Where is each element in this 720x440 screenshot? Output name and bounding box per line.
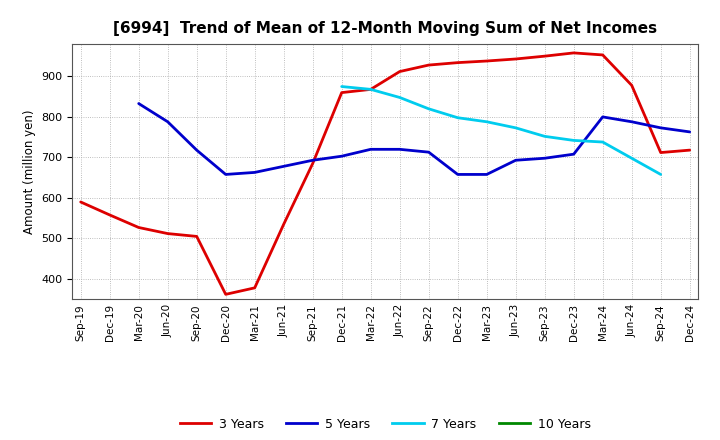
- 5 Years: [338, 154, 346, 159]
- 5 Years: [251, 170, 259, 175]
- 5 Years: [627, 119, 636, 125]
- 3 Years: [221, 292, 230, 297]
- 3 Years: [279, 222, 288, 227]
- 3 Years: [685, 147, 694, 153]
- 3 Years: [454, 60, 462, 65]
- 5 Years: [482, 172, 491, 177]
- 7 Years: [598, 139, 607, 145]
- 3 Years: [627, 83, 636, 88]
- Line: 3 Years: 3 Years: [81, 53, 690, 294]
- 5 Years: [541, 156, 549, 161]
- 7 Years: [657, 172, 665, 177]
- 7 Years: [454, 115, 462, 121]
- 7 Years: [570, 138, 578, 143]
- 3 Years: [424, 62, 433, 68]
- 3 Years: [135, 225, 143, 230]
- 5 Years: [511, 158, 520, 163]
- 5 Years: [279, 164, 288, 169]
- 7 Years: [424, 106, 433, 111]
- 5 Years: [163, 119, 172, 125]
- 5 Years: [395, 147, 404, 152]
- 5 Years: [192, 147, 201, 153]
- 3 Years: [76, 199, 85, 205]
- 5 Years: [454, 172, 462, 177]
- 7 Years: [627, 156, 636, 161]
- Line: 7 Years: 7 Years: [342, 87, 661, 174]
- 5 Years: [570, 151, 578, 157]
- 3 Years: [192, 234, 201, 239]
- 5 Years: [685, 129, 694, 135]
- 5 Years: [366, 147, 375, 152]
- 3 Years: [482, 59, 491, 64]
- Y-axis label: Amount (million yen): Amount (million yen): [22, 110, 35, 234]
- 3 Years: [541, 54, 549, 59]
- 7 Years: [482, 119, 491, 125]
- 7 Years: [541, 134, 549, 139]
- 5 Years: [598, 114, 607, 120]
- Title: [6994]  Trend of Mean of 12-Month Moving Sum of Net Incomes: [6994] Trend of Mean of 12-Month Moving …: [113, 21, 657, 36]
- 3 Years: [251, 285, 259, 290]
- 7 Years: [511, 125, 520, 131]
- 7 Years: [395, 95, 404, 100]
- 3 Years: [366, 87, 375, 92]
- 3 Years: [105, 213, 114, 218]
- 5 Years: [424, 150, 433, 155]
- 3 Years: [163, 231, 172, 236]
- 5 Years: [221, 172, 230, 177]
- Legend: 3 Years, 5 Years, 7 Years, 10 Years: 3 Years, 5 Years, 7 Years, 10 Years: [175, 413, 595, 436]
- 3 Years: [570, 50, 578, 55]
- 3 Years: [395, 69, 404, 74]
- 7 Years: [338, 84, 346, 89]
- 3 Years: [308, 161, 317, 166]
- 5 Years: [657, 125, 665, 131]
- 3 Years: [598, 52, 607, 58]
- 3 Years: [338, 90, 346, 95]
- Line: 5 Years: 5 Years: [139, 103, 690, 174]
- 3 Years: [511, 56, 520, 62]
- 7 Years: [366, 87, 375, 92]
- 3 Years: [657, 150, 665, 155]
- 5 Years: [308, 158, 317, 163]
- 5 Years: [135, 101, 143, 106]
